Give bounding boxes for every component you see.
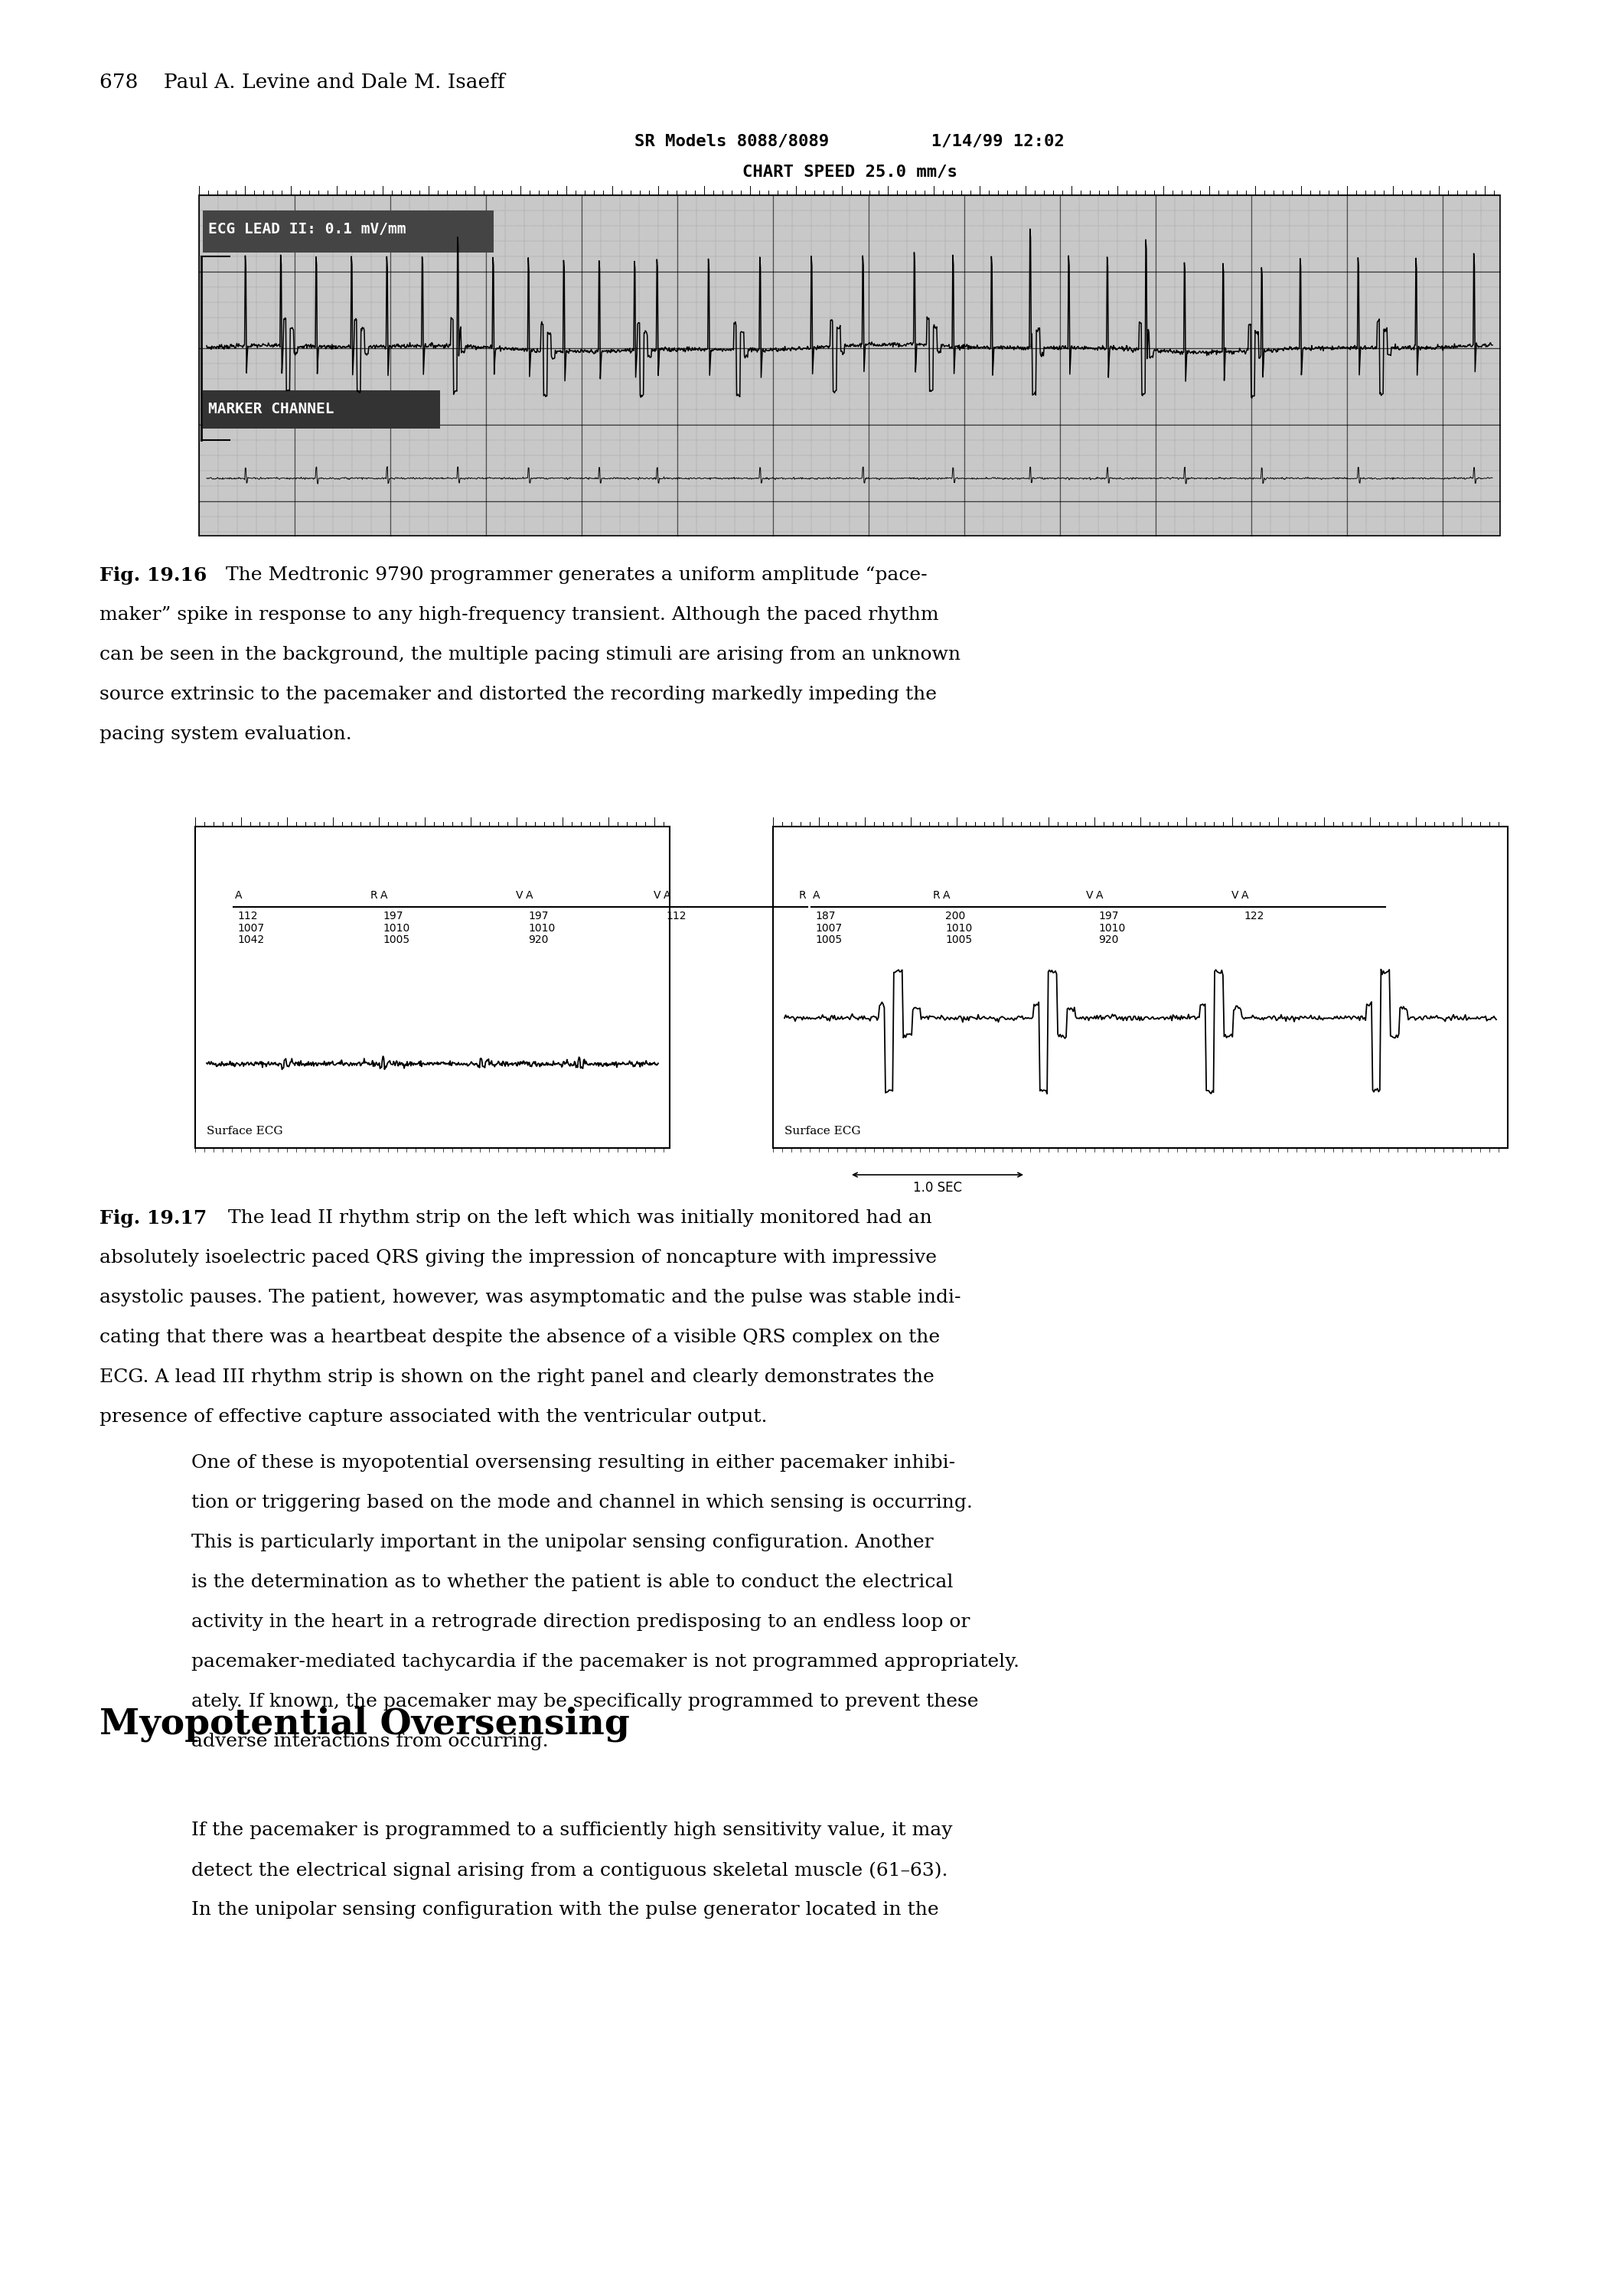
Text: V: V — [1232, 891, 1238, 900]
Text: 187
1007
1005: 187 1007 1005 — [815, 912, 843, 946]
Text: If the pacemaker is programmed to a sufficiently high sensitivity value, it may: If the pacemaker is programmed to a suff… — [191, 1821, 952, 1839]
Text: pacing system evaluation.: pacing system evaluation. — [100, 726, 352, 744]
Text: ECG LEAD II: 0.1 mV/mm: ECG LEAD II: 0.1 mV/mm — [207, 223, 405, 236]
Text: ECG. A lead III rhythm strip is shown on the right panel and clearly demonstrate: ECG. A lead III rhythm strip is shown on… — [100, 1368, 934, 1387]
Text: can be seen in the background, the multiple pacing stimuli are arising from an u: can be seen in the background, the multi… — [100, 645, 960, 664]
Text: A: A — [1241, 891, 1249, 900]
Text: cating that there was a heartbeat despite the absence of a visible QRS complex o: cating that there was a heartbeat despit… — [100, 1329, 941, 1345]
Bar — [199, 195, 1500, 535]
Text: 197
1010
920: 197 1010 920 — [1098, 912, 1126, 946]
Text: A: A — [235, 891, 243, 900]
Text: R: R — [933, 891, 939, 900]
Text: 197
1010
1005: 197 1010 1005 — [383, 912, 410, 946]
Text: 678    Paul A. Levine and Dale M. Isaeff: 678 Paul A. Levine and Dale M. Isaeff — [100, 73, 505, 92]
Text: asystolic pauses. The patient, however, was asymptomatic and the pulse was stabl: asystolic pauses. The patient, however, … — [100, 1288, 962, 1306]
Text: Surface ECG: Surface ECG — [207, 1125, 283, 1137]
Text: Myopotential Oversensing: Myopotential Oversensing — [100, 1706, 630, 1743]
Text: A: A — [526, 891, 534, 900]
Text: detect the electrical signal arising from a contiguous skeletal muscle (61–63).: detect the electrical signal arising fro… — [191, 1862, 947, 1880]
Text: presence of effective capture associated with the ventricular output.: presence of effective capture associated… — [100, 1407, 767, 1426]
Text: Fig. 19.16: Fig. 19.16 — [100, 567, 207, 585]
Text: One of these is myopotential oversensing resulting in either pacemaker inhibi-: One of these is myopotential oversensing… — [191, 1453, 955, 1472]
Bar — [203, 211, 494, 253]
Text: is the determination as to whether the patient is able to conduct the electrical: is the determination as to whether the p… — [191, 1573, 954, 1591]
Text: maker” spike in response to any high-frequency transient. Although the paced rhy: maker” spike in response to any high-fre… — [100, 606, 939, 625]
Bar — [773, 827, 1508, 1148]
Text: 112
1007
1042: 112 1007 1042 — [238, 912, 264, 946]
Text: ately. If known, the pacemaker may be specifically programmed to prevent these: ately. If known, the pacemaker may be sp… — [191, 1692, 979, 1711]
Text: A: A — [381, 891, 388, 900]
Text: 197
1010
920: 197 1010 920 — [527, 912, 555, 946]
Text: This is particularly important in the unipolar sensing configuration. Another: This is particularly important in the un… — [191, 1534, 933, 1552]
Text: activity in the heart in a retrograde direction predisposing to an endless loop : activity in the heart in a retrograde di… — [191, 1614, 970, 1630]
Text: A: A — [1097, 891, 1103, 900]
Text: 112: 112 — [666, 912, 687, 934]
Text: pacemaker-mediated tachycardia if the pacemaker is not programmed appropriately.: pacemaker-mediated tachycardia if the pa… — [191, 1653, 1019, 1671]
Text: A: A — [664, 891, 671, 900]
Text: 200
1010
1005: 200 1010 1005 — [946, 912, 973, 946]
Text: source extrinsic to the pacemaker and distorted the recording markedly impeding : source extrinsic to the pacemaker and di… — [100, 687, 937, 703]
Text: V: V — [653, 891, 661, 900]
Bar — [195, 827, 669, 1148]
Text: In the unipolar sensing configuration with the pulse generator located in the: In the unipolar sensing configuration wi… — [191, 1901, 939, 1919]
Text: 1.0 SEC: 1.0 SEC — [913, 1180, 962, 1194]
Text: V: V — [516, 891, 523, 900]
Text: The lead II rhythm strip on the left which was initially monitored had an: The lead II rhythm strip on the left whi… — [228, 1210, 933, 1226]
Bar — [203, 390, 441, 429]
Text: The Medtronic 9790 programmer generates a uniform amplitude “pace-: The Medtronic 9790 programmer generates … — [225, 567, 928, 583]
Text: tion or triggering based on the mode and channel in which sensing is occurring.: tion or triggering based on the mode and… — [191, 1495, 973, 1511]
Text: Fig. 19.17: Fig. 19.17 — [100, 1210, 207, 1228]
Text: A: A — [942, 891, 950, 900]
Text: SR Models 8088/8089          1/14/99 12:02: SR Models 8088/8089 1/14/99 12:02 — [635, 133, 1064, 149]
Text: V: V — [1085, 891, 1093, 900]
Text: MARKER CHANNEL: MARKER CHANNEL — [207, 402, 334, 416]
Text: CHART SPEED 25.0 mm/s: CHART SPEED 25.0 mm/s — [741, 165, 957, 179]
Text: 122: 122 — [1243, 912, 1264, 934]
Text: Surface ECG: Surface ECG — [785, 1125, 860, 1137]
Text: A: A — [812, 891, 820, 900]
Text: adverse interactions from occurring.: adverse interactions from occurring. — [191, 1733, 548, 1750]
Text: R: R — [370, 891, 378, 900]
Text: absolutely isoelectric paced QRS giving the impression of noncapture with impres: absolutely isoelectric paced QRS giving … — [100, 1249, 937, 1267]
Text: R: R — [799, 891, 806, 900]
